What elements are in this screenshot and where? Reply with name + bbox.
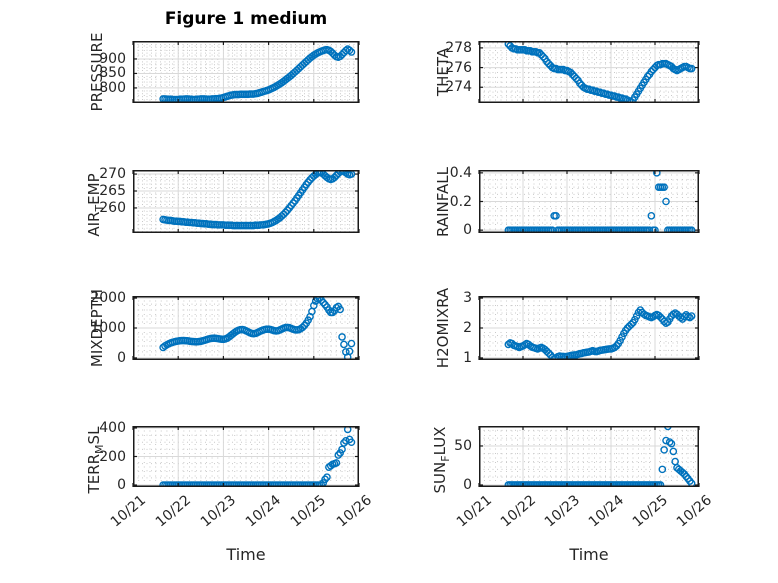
y-tick-label: 260 [99, 199, 126, 216]
plot-area-sun_flux [478, 426, 700, 487]
plot-area-h2omixra [478, 296, 700, 360]
y-tick-label: 0.2 [449, 193, 472, 210]
subplot-sun-flux: 0 50 SUNFLUX 10/21 10/22 10/23 10/24 10/25 10/26 [431, 426, 715, 530]
x-tick-label: 10/23 [197, 492, 240, 531]
y-axis-label-rainfall: RAINFALL [434, 166, 452, 237]
y-tick-label: 3 [463, 290, 472, 307]
y-tick-label: 0 [117, 349, 126, 366]
x-tick-label: 10/22 [497, 492, 539, 531]
y-tick-label: 1000 [90, 320, 126, 336]
subplot-mixdepth: 0 1000 2000 MIXDEPTH [88, 289, 360, 367]
y-tick-label: 265 [99, 183, 126, 199]
y-tick-label: 1 [463, 349, 472, 366]
y-axis-label-theta: THETA [434, 47, 452, 97]
x-tick-label: 10/24 [243, 492, 285, 531]
y-tick-label: 0 [463, 476, 472, 493]
subplot-h2omixra: 1 2 3 H2OMIXRA [434, 288, 700, 368]
y-tick-label: 50 [454, 437, 472, 454]
x-tick-label: 10/25 [288, 492, 330, 531]
scatter-series-rainfall [504, 170, 696, 233]
y-tick-label: 900 [99, 50, 126, 67]
y-axis-label-mixdepth: MIXDEPTH [88, 288, 106, 368]
figure-title: Figure 1 medium [164, 9, 328, 29]
plot-area-theta [478, 41, 700, 103]
plot-area-pressure [132, 41, 360, 103]
x-tick-label: 10/26 [673, 492, 715, 531]
y-tick-label: 0 [117, 477, 126, 493]
y-tick-label: 850 [99, 65, 126, 82]
scatter-series-air_temp [159, 170, 356, 230]
y-tick-label: 2000 [90, 290, 126, 307]
y-tick-label: 270 [99, 166, 126, 183]
y-axis-label-air_temp: AIRTEMP [85, 172, 106, 237]
y-tick-label: 200 [99, 448, 126, 465]
plot-area-rainfall [478, 170, 700, 233]
y-axis-label-sun_flux: SUNFLUX [431, 426, 452, 493]
y-tick-label: 0.4 [449, 164, 472, 181]
plot-area-mixdepth [132, 296, 360, 360]
x-tick-label: 10/21 [107, 492, 149, 531]
scatter-series-mixdepth [159, 296, 356, 360]
scatter-series-theta [504, 41, 696, 103]
x-tick-label: 10/26 [333, 492, 375, 531]
scatter-series-sun_flux [504, 426, 696, 487]
subplot-theta: 274 276 278 THETA [434, 40, 700, 103]
y-tick-label: 800 [99, 79, 126, 96]
scatter-series-h2omixra [504, 306, 696, 360]
x-tick-label: 10/25 [629, 492, 671, 531]
y-axis-label-h2omixra: H2OMIXRA [434, 287, 452, 369]
subplot-air-temp: 260 265 270 AIRTEMP [85, 166, 360, 236]
x-tick-label: 10/22 [152, 492, 194, 531]
x-tick-label: 10/23 [541, 492, 583, 531]
x-axis-label-right: Time [569, 545, 609, 564]
y-tick-label: 400 [99, 420, 126, 436]
x-tick-label: 10/24 [585, 492, 627, 531]
x-tick-label: 10/21 [453, 492, 495, 531]
subplot-pressure: 800 850 900 PRESSURE [88, 33, 360, 111]
y-tick-label: 0 [463, 222, 472, 239]
y-tick-label: 276 [445, 59, 472, 76]
x-axis-label-left: Time [226, 545, 266, 564]
y-tick-label: 278 [445, 39, 472, 56]
subplot-rainfall: 0 0.2 0.4 RAINFALL [434, 165, 700, 238]
y-tick-label: 2 [463, 320, 472, 336]
y-axis-label-pressure: PRESSURE [88, 32, 106, 112]
plot-area-terr_msl [132, 426, 360, 487]
plot-area-air_temp [132, 170, 360, 233]
y-tick-label: 274 [445, 79, 472, 96]
y-axis-label-terr_msl: TERRMSL [85, 426, 106, 493]
scatter-series-terr_msl [159, 426, 356, 487]
subplot-terr-msl: 0 200 400 TERRMSL 10/21 10/22 10/23 10/24 10/25 1… [85, 420, 375, 530]
